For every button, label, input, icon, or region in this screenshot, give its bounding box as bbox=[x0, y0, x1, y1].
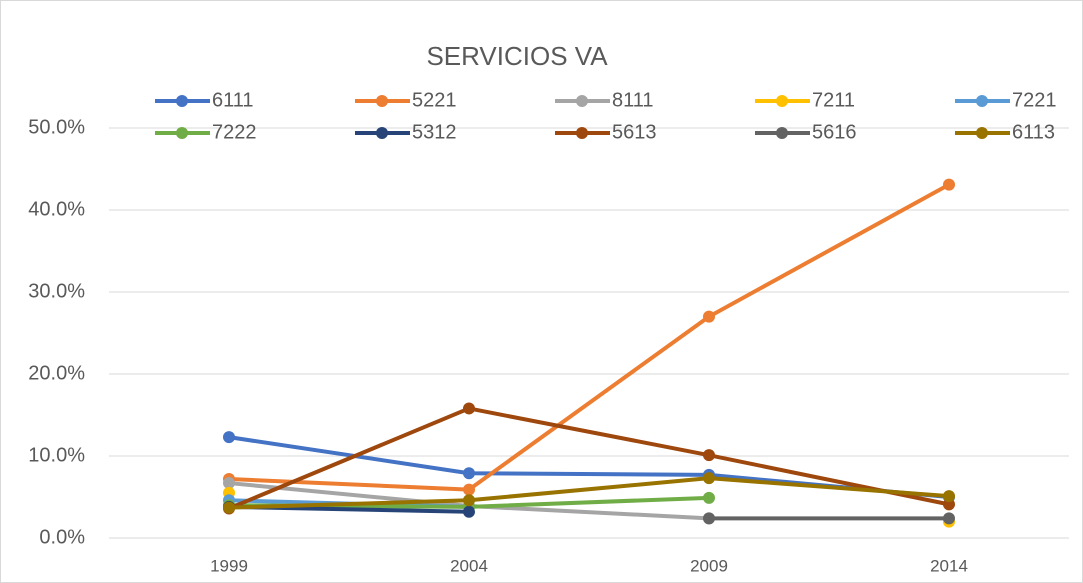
y-tick-label: 20.0% bbox=[28, 362, 85, 384]
y-tick-label: 0.0% bbox=[39, 526, 85, 548]
series-marker bbox=[703, 491, 715, 504]
series-line bbox=[228, 182, 950, 492]
x-tick-label: 2009 bbox=[690, 556, 728, 575]
series-marker bbox=[943, 490, 955, 503]
legend-label: 5616 bbox=[812, 121, 857, 143]
legend-label: 7222 bbox=[212, 121, 257, 143]
series-marker bbox=[703, 512, 715, 525]
legend-marker bbox=[376, 95, 388, 107]
series-line bbox=[228, 406, 950, 511]
y-tick-label: 10.0% bbox=[28, 444, 85, 466]
legend-marker bbox=[976, 127, 988, 139]
series-marker bbox=[223, 477, 235, 490]
series-line bbox=[228, 476, 950, 510]
series-marker bbox=[463, 467, 475, 480]
x-tick-label: 1999 bbox=[210, 556, 248, 575]
legend-marker bbox=[976, 95, 988, 107]
series-marker bbox=[703, 310, 715, 323]
legend-label: 7211 bbox=[812, 89, 855, 111]
legend-label: 5613 bbox=[612, 121, 657, 143]
legend-marker bbox=[576, 95, 588, 107]
y-tick-label: 30.0% bbox=[28, 280, 85, 302]
series-marker bbox=[943, 512, 955, 525]
series-marker bbox=[463, 483, 475, 496]
legend-label: 7221 bbox=[1012, 89, 1057, 111]
series-marker bbox=[703, 449, 715, 462]
series-marker bbox=[943, 498, 955, 511]
legend-label: 8111 bbox=[612, 89, 654, 111]
chart-title: SERVICIOS VA bbox=[426, 41, 608, 71]
legend-marker bbox=[176, 95, 188, 107]
y-tick-label: 40.0% bbox=[28, 198, 85, 220]
series-marker bbox=[463, 505, 475, 518]
series-marker bbox=[703, 472, 715, 485]
legend-marker bbox=[376, 127, 388, 139]
legend-label: 5312 bbox=[412, 121, 457, 143]
legend-marker bbox=[176, 127, 188, 139]
legend-label: 6113 bbox=[1012, 121, 1055, 143]
x-tick-label: 2014 bbox=[930, 556, 968, 575]
legend-marker bbox=[576, 127, 588, 139]
series-marker bbox=[223, 431, 235, 444]
y-tick-label: 50.0% bbox=[28, 116, 85, 138]
legend-marker bbox=[776, 95, 788, 107]
series-marker bbox=[943, 178, 955, 191]
x-tick-label: 2004 bbox=[450, 556, 488, 575]
legend-label: 6111 bbox=[212, 89, 254, 111]
legend-marker bbox=[776, 127, 788, 139]
series-marker bbox=[463, 494, 475, 507]
legend-label: 5221 bbox=[412, 89, 457, 111]
series-marker bbox=[463, 402, 475, 415]
series-marker bbox=[223, 501, 235, 514]
